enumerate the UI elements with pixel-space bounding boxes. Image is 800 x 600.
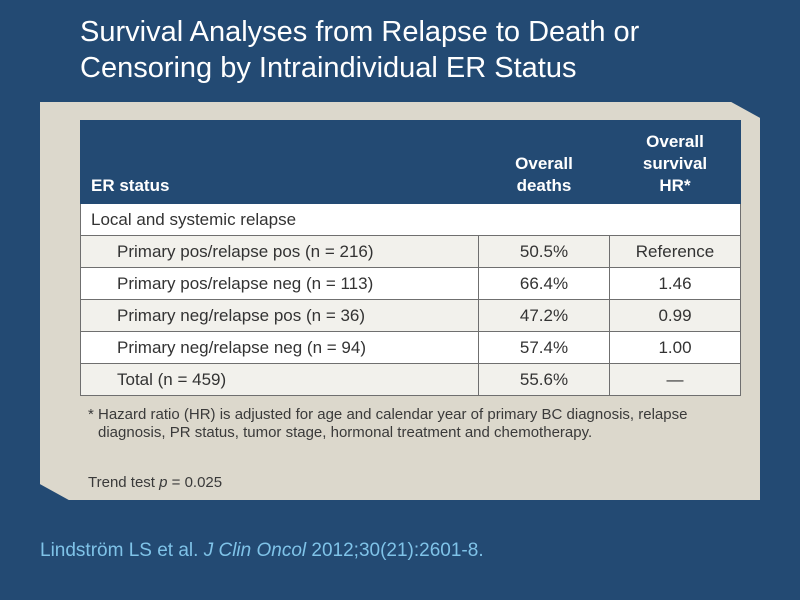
header-overall-deaths: Overall deaths: [478, 120, 610, 204]
footnote: * Hazard ratio (HR) is adjusted for age …: [88, 406, 738, 442]
header-deaths-line-1: Overall: [515, 154, 573, 173]
trend-p: p: [159, 474, 168, 491]
row-hr: Reference: [609, 235, 741, 268]
section-label: Local and systemic relapse: [80, 203, 741, 236]
header-deaths-line-2: deaths: [516, 176, 572, 195]
table-row: Primary pos/relapse neg (n = 113) 66.4% …: [80, 267, 741, 300]
citation-journal: J Clin Oncol: [203, 540, 307, 561]
trend-test: Trend test p = 0.025: [88, 474, 222, 491]
footnote-mark: *: [88, 406, 94, 423]
row-label: Total (n = 459): [80, 363, 479, 396]
slide-title: Survival Analyses from Relapse to Death …: [80, 14, 780, 86]
row-label: Primary pos/relapse pos (n = 216): [80, 235, 479, 268]
er-status-table: ER status Overall deaths Overall surviva…: [80, 120, 741, 396]
row-deaths: 50.5%: [478, 235, 610, 268]
trend-suffix: = 0.025: [167, 474, 223, 491]
title-line-2: Censoring by Intraindividual ER Status: [80, 52, 577, 84]
footnote-text: Hazard ratio (HR) is adjusted for age an…: [98, 406, 688, 441]
header-hr-line-1: Overall: [646, 132, 704, 151]
header-hr-line-3: HR*: [659, 176, 691, 195]
row-label: Primary pos/relapse neg (n = 113): [80, 267, 479, 300]
table-row: Primary neg/relapse neg (n = 94) 57.4% 1…: [80, 331, 741, 364]
row-label: Primary neg/relapse neg (n = 94): [80, 331, 479, 364]
row-label: Primary neg/relapse pos (n = 36): [80, 299, 479, 332]
table-row: Primary pos/relapse pos (n = 216) 50.5% …: [80, 235, 741, 268]
header-er-status: ER status: [80, 120, 479, 204]
row-deaths: 66.4%: [478, 267, 610, 300]
header-overall-survival-hr: Overall survival HR*: [609, 120, 741, 204]
row-hr: 1.00: [609, 331, 741, 364]
citation-authors: Lindström LS et al.: [40, 540, 204, 561]
section-row: Local and systemic relapse: [80, 203, 741, 236]
row-hr: 1.46: [609, 267, 741, 300]
citation-details: 2012;30(21):2601-8.: [306, 540, 484, 561]
table-row-total: Total (n = 459) 55.6% —: [80, 363, 741, 396]
table-header-row: ER status Overall deaths Overall surviva…: [80, 120, 741, 204]
title-line-1: Survival Analyses from Relapse to Death …: [80, 16, 640, 48]
row-deaths: 47.2%: [478, 299, 610, 332]
row-hr: —: [609, 363, 741, 396]
row-hr: 0.99: [609, 299, 741, 332]
row-deaths: 57.4%: [478, 331, 610, 364]
citation: Lindström LS et al. J Clin Oncol 2012;30…: [40, 540, 484, 562]
header-hr-line-2: survival: [642, 154, 708, 173]
row-deaths: 55.6%: [478, 363, 610, 396]
table-row: Primary neg/relapse pos (n = 36) 47.2% 0…: [80, 299, 741, 332]
trend-prefix: Trend test: [88, 474, 160, 491]
